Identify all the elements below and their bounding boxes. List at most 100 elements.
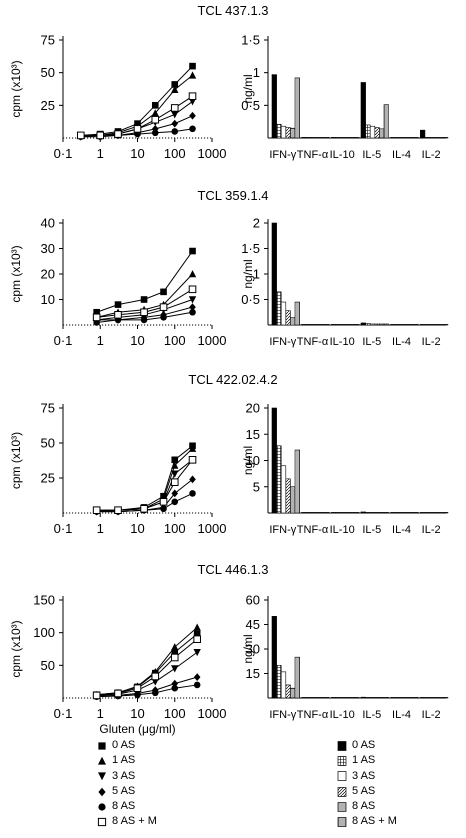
- bar: [383, 323, 389, 326]
- x-tick-label: 100: [164, 333, 186, 348]
- bar: [285, 310, 291, 326]
- y-tick-label: 10: [41, 292, 55, 307]
- bar: [285, 127, 291, 139]
- bar: [429, 324, 435, 326]
- x-tick-label: 1000: [198, 146, 227, 161]
- data-point: [92, 313, 101, 322]
- legend-line-markers: 0 AS 1 AS 3 AS 5 AS 8 AS 8 AS + M: [96, 738, 157, 830]
- x-tick-label: 1: [97, 706, 104, 721]
- y-tick-label: 40: [41, 216, 55, 231]
- data-point: [151, 689, 159, 697]
- x-tick-label: 100: [164, 521, 186, 536]
- x-tick-label: 10: [130, 706, 144, 721]
- y-tick-label: 25: [41, 471, 55, 486]
- bar: [344, 137, 351, 139]
- y-tick-label: 20: [246, 401, 260, 416]
- y-tick-label: 25: [41, 98, 55, 113]
- data-point: [193, 681, 201, 689]
- data-point: [160, 505, 167, 513]
- legend-swatch: [337, 801, 347, 812]
- data-point: [140, 505, 148, 513]
- series-0-as: [93, 442, 196, 514]
- legend-item: 8 AS + M: [336, 814, 397, 829]
- x-tick-label: IL-5: [362, 524, 381, 536]
- bar: [280, 465, 287, 514]
- bar: [365, 697, 371, 699]
- bar: [420, 512, 426, 514]
- bar: [344, 697, 351, 699]
- bar: [420, 129, 426, 139]
- legend-swatch: [337, 817, 347, 827]
- x-tick-label: IL-2: [422, 524, 441, 536]
- bar: [374, 512, 380, 514]
- bar: [354, 137, 360, 139]
- bar: [294, 77, 300, 139]
- y-tick-label: 50: [41, 658, 55, 673]
- y-tick-label: 45: [246, 617, 260, 632]
- bar: [429, 137, 435, 139]
- bar: [319, 324, 325, 326]
- y-axis-label: ng/ml: [241, 259, 255, 288]
- data-point: [188, 92, 197, 100]
- x-tick-label: TNF-α: [297, 336, 329, 348]
- bar: [305, 697, 312, 699]
- bar: [443, 697, 449, 699]
- bar: [271, 616, 277, 699]
- y-tick-label: 20: [41, 267, 55, 282]
- bar: [335, 512, 341, 514]
- bar: [404, 512, 410, 514]
- y-tick-label: 5: [253, 479, 260, 494]
- data-point: [171, 665, 179, 673]
- bar: [374, 127, 380, 139]
- x-tick-label: 10: [130, 521, 144, 536]
- data-point: [171, 648, 179, 656]
- data-point: [170, 653, 179, 662]
- bar: [315, 324, 321, 326]
- legend-item: 5 AS: [96, 784, 157, 799]
- bar: [408, 512, 414, 514]
- series-8-as-plus-m: [92, 456, 197, 514]
- y-axis-label: cpm (x10³): [9, 620, 23, 677]
- data-point: [171, 470, 179, 478]
- bar: [331, 137, 337, 139]
- data-point: [171, 489, 179, 498]
- bar: [433, 137, 440, 139]
- x-tick-label: TNF-α: [297, 709, 329, 721]
- series-line: [96, 651, 198, 696]
- x-tick-label: IL-4: [392, 709, 411, 721]
- y-tick-label: 2: [253, 216, 260, 231]
- bar: [413, 512, 419, 514]
- bar: [315, 512, 321, 514]
- y-axis-label: ng/ml: [241, 446, 255, 475]
- bar: [360, 322, 366, 326]
- x-tick-label: 1: [97, 521, 104, 536]
- bar: [331, 697, 337, 699]
- data-point: [188, 296, 197, 304]
- bar: [399, 137, 405, 139]
- y-tick-label: 75: [41, 401, 55, 416]
- legend-item: 8 AS: [96, 799, 157, 814]
- y-tick-label: 30: [246, 642, 260, 657]
- legend-marker: [98, 772, 106, 781]
- bar: [319, 137, 325, 139]
- bar: [424, 324, 430, 326]
- bar: [276, 445, 282, 514]
- data-point: [114, 506, 122, 514]
- data-point: [171, 85, 179, 93]
- legend-label: 8 AS + M: [112, 815, 157, 828]
- data-point: [193, 623, 201, 631]
- series-0-as: [93, 630, 201, 699]
- series-8-as-plus-m: [92, 635, 201, 700]
- bar: [310, 324, 316, 326]
- legend-label: 5 AS: [112, 784, 136, 797]
- data-point: [114, 311, 122, 319]
- y-tick-label: 1·5: [241, 33, 260, 48]
- data-point: [114, 301, 122, 308]
- legend-swatch: [337, 786, 347, 797]
- legend-label: 1 AS: [352, 754, 376, 767]
- bar: [443, 512, 449, 514]
- y-tick-label: 1: [253, 267, 260, 282]
- bar: [310, 697, 316, 699]
- legend-marker: [98, 787, 106, 796]
- data-point: [188, 456, 197, 464]
